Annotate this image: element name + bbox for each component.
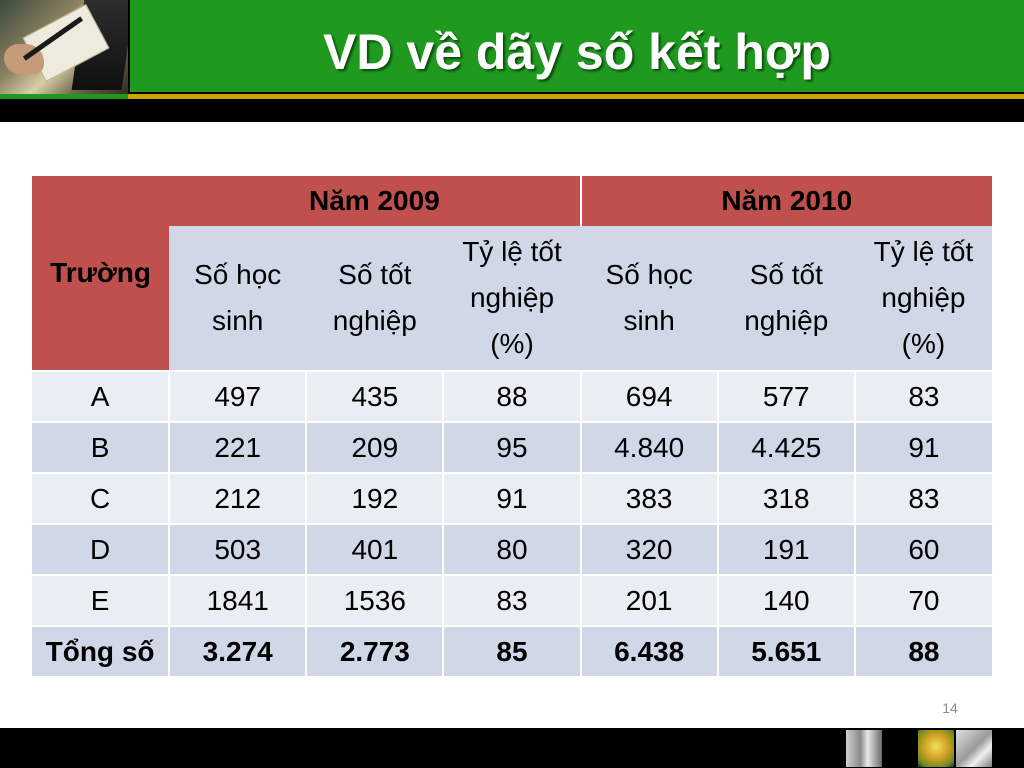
value-cell: 212 [169,472,308,524]
value-cell: 401 [306,523,445,575]
school-cell: A [32,370,171,422]
value-cell: 4.840 [580,421,719,473]
value-cell: 503 [169,523,308,575]
school-cell: B [32,421,171,473]
table-row: C 212 192 91 383 318 83 [32,472,992,524]
value-cell: 88 [443,370,582,422]
value-cell: 497 [169,370,308,422]
school-cell: D [32,523,171,575]
header-photo-image [0,0,128,98]
year-2009-header: Năm 2009 [169,176,582,226]
value-cell: 318 [717,472,856,524]
table-body: A 497 435 88 694 577 83 B 221 209 95 4.840 4.425 91 C 2… [32,370,992,676]
value-cell: 95 [443,421,582,473]
sub-header-cell: Số tốt nghiệp [717,226,855,371]
value-cell: 70 [854,574,992,626]
title-stripe-left [0,94,128,99]
value-cell: 221 [169,421,308,473]
value-cell: 91 [443,472,582,524]
sub-header-cell: Số học sinh [169,226,307,371]
value-cell: 80 [443,523,582,575]
value-cell: 83 [854,472,992,524]
value-cell: 83 [443,574,582,626]
school-column-header: Trường [32,176,170,371]
footer-thumbnail-1 [846,730,882,767]
footer-thumbnail-2 [918,730,954,767]
sub-header-cell: Số học sinh [580,226,718,371]
value-cell: 1536 [306,574,445,626]
value-cell: 191 [717,523,856,575]
sub-header-cell: Tỷ lệ tốt nghiệp (%) [443,226,581,371]
total-value-cell: 5.651 [717,625,856,676]
total-value-cell: 85 [443,625,582,676]
total-value-cell: 3.274 [169,625,308,676]
value-cell: 140 [717,574,856,626]
total-row: Tổng số 3.274 2.773 85 6.438 5.651 88 [32,625,992,676]
school-cell: C [32,472,171,524]
total-value-cell: 88 [854,625,992,676]
total-value-cell: 2.773 [306,625,445,676]
page-number: 14 [942,700,958,716]
value-cell: 201 [580,574,719,626]
table-row: D 503 401 80 320 191 60 [32,523,992,575]
table-row: B 221 209 95 4.840 4.425 91 [32,421,992,473]
value-cell: 60 [854,523,992,575]
value-cell: 91 [854,421,992,473]
value-cell: 320 [580,523,719,575]
school-cell: E [32,574,171,626]
value-cell: 694 [580,370,719,422]
value-cell: 383 [580,472,719,524]
title-bar [130,0,1024,92]
footer-thumbnail-3 [956,730,992,767]
table-row: A 497 435 88 694 577 83 [32,370,992,422]
sub-header-row: Số học sinh Số tốt nghiệp Tỷ lệ tốt nghiệp… [32,226,992,371]
slide-title: VD về dãy số kết hợp [323,24,831,80]
year-2010-header: Năm 2010 [580,176,992,226]
value-cell: 4.425 [717,421,856,473]
total-value-cell: 6.438 [580,625,719,676]
value-cell: 1841 [169,574,308,626]
value-cell: 209 [306,421,445,473]
table-row: E 1841 1536 83 201 140 70 [32,574,992,626]
title-stripe [0,94,1024,99]
sub-header-cell: Số tốt nghiệp [306,226,444,371]
value-cell: 83 [854,370,992,422]
value-cell: 577 [717,370,856,422]
sub-header-cell: Tỷ lệ tốt nghiệp (%) [854,226,992,371]
results-table: Trường Năm 2009 Năm 2010 Số học sinh Số t… [32,176,992,676]
value-cell: 435 [306,370,445,422]
total-label: Tổng số [32,625,171,676]
value-cell: 192 [306,472,445,524]
